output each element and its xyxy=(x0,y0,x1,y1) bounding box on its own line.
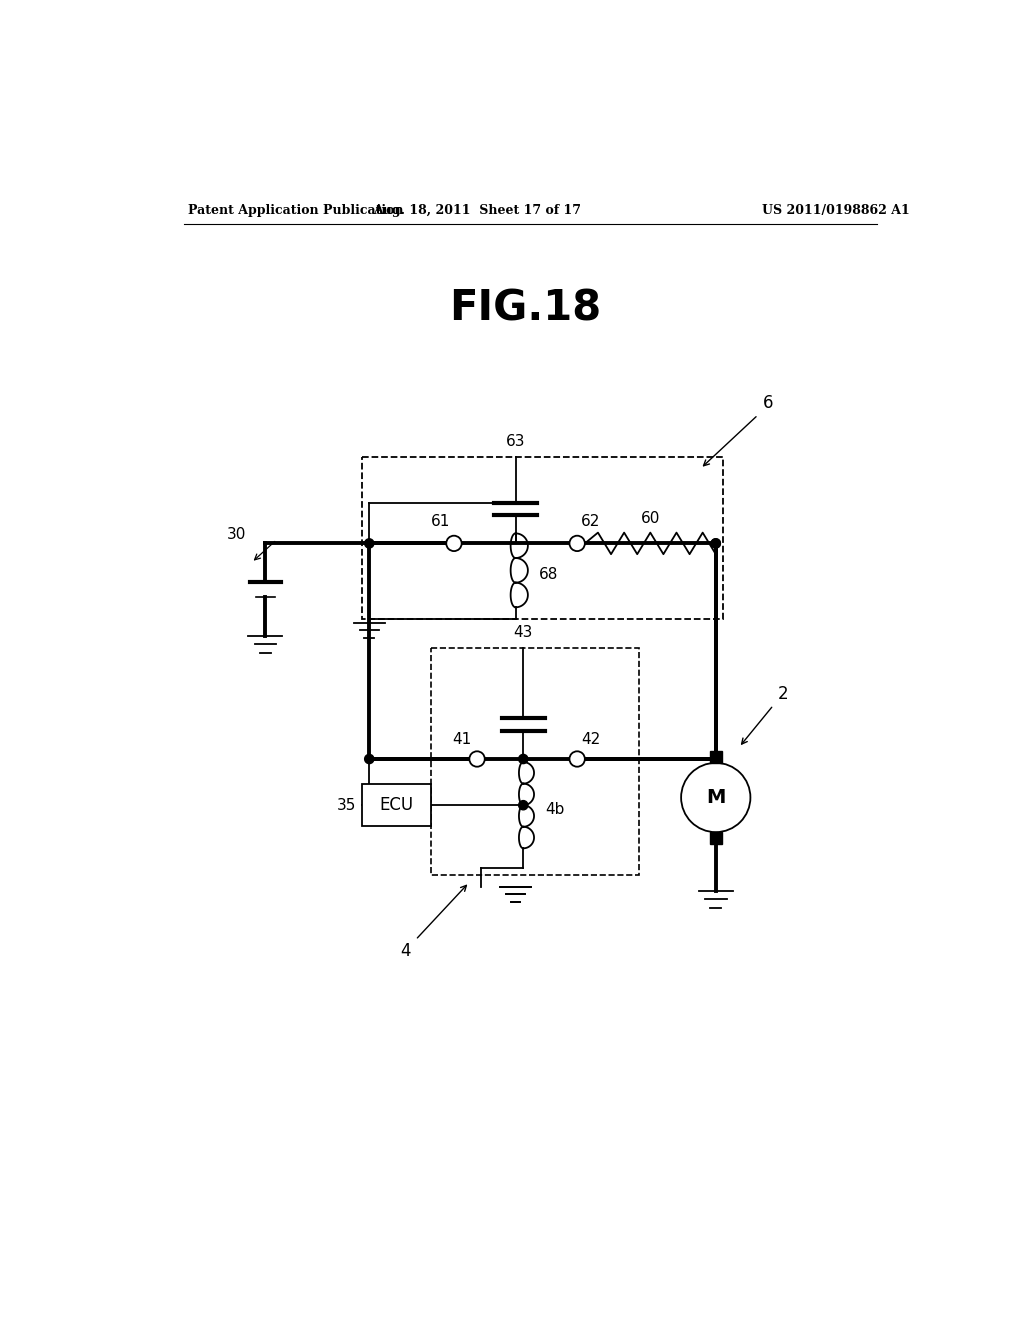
Bar xyxy=(431,648,639,874)
Bar xyxy=(361,457,724,619)
Text: 68: 68 xyxy=(539,566,558,582)
Circle shape xyxy=(365,539,374,548)
Text: 4b: 4b xyxy=(545,801,564,817)
Circle shape xyxy=(469,751,484,767)
Text: US 2011/0198862 A1: US 2011/0198862 A1 xyxy=(762,205,909,218)
Circle shape xyxy=(446,536,462,552)
Circle shape xyxy=(681,763,751,832)
Text: 60: 60 xyxy=(641,511,660,527)
Text: 6: 6 xyxy=(763,395,773,412)
Circle shape xyxy=(518,800,528,810)
Bar xyxy=(710,832,722,845)
Bar xyxy=(361,784,431,826)
Bar xyxy=(710,751,722,763)
Text: 63: 63 xyxy=(506,434,525,449)
Text: Patent Application Publication: Patent Application Publication xyxy=(188,205,403,218)
Circle shape xyxy=(365,755,374,763)
Text: 42: 42 xyxy=(582,733,601,747)
Text: ECU: ECU xyxy=(379,796,414,814)
Text: 30: 30 xyxy=(226,527,246,541)
Circle shape xyxy=(711,539,720,548)
Circle shape xyxy=(569,536,585,552)
Text: M: M xyxy=(707,788,725,807)
Circle shape xyxy=(569,751,585,767)
Text: 41: 41 xyxy=(452,733,471,747)
Text: FIG.18: FIG.18 xyxy=(449,288,601,330)
Text: 43: 43 xyxy=(514,626,532,640)
Text: 2: 2 xyxy=(778,685,788,702)
Text: 35: 35 xyxy=(337,797,356,813)
Text: Aug. 18, 2011  Sheet 17 of 17: Aug. 18, 2011 Sheet 17 of 17 xyxy=(373,205,581,218)
Text: 61: 61 xyxy=(430,515,450,529)
Text: 4: 4 xyxy=(400,942,411,961)
Text: 62: 62 xyxy=(582,515,601,529)
Circle shape xyxy=(711,539,720,548)
Circle shape xyxy=(518,755,528,763)
